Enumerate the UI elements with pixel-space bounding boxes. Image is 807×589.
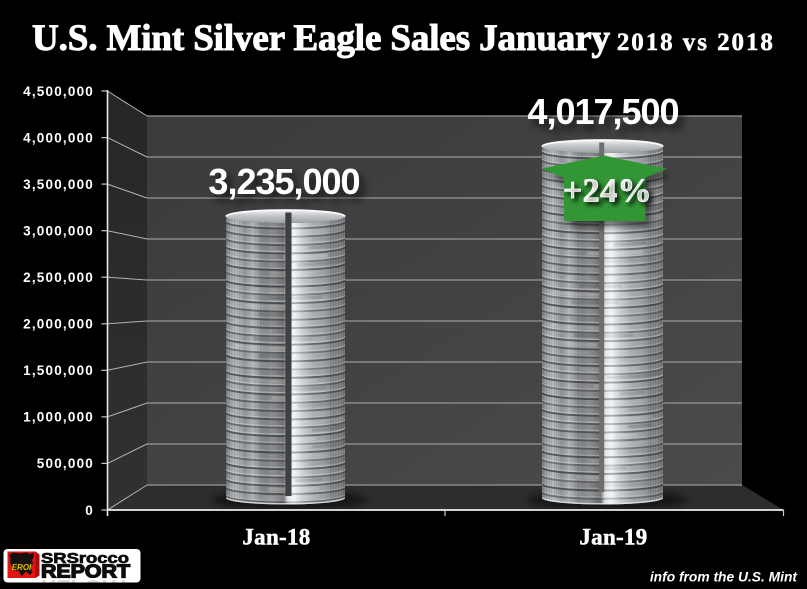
svg-text:info from the U.S. Mint: info from the U.S. Mint (650, 570, 799, 585)
svg-text:1,500,000: 1,500,000 (23, 363, 94, 378)
svg-text:500,000: 500,000 (37, 456, 94, 471)
svg-text:3,500,000: 3,500,000 (23, 177, 94, 192)
svg-text:2,000,000: 2,000,000 (23, 317, 94, 332)
svg-text:4,000,000: 4,000,000 (23, 130, 94, 145)
svg-text:Jan-19: Jan-19 (579, 525, 647, 550)
svg-text:0: 0 (85, 503, 94, 518)
svg-text:4,017,500: 4,017,500 (527, 91, 678, 132)
svg-text:3,235,000: 3,235,000 (208, 161, 359, 202)
svg-text:2,500,000: 2,500,000 (23, 270, 94, 285)
svg-text:3,000,000: 3,000,000 (23, 224, 94, 239)
svg-text:SRSrocco: SRSrocco (41, 551, 129, 567)
svg-text:REPORT: REPORT (41, 576, 131, 589)
svg-text:EROI: EROI (12, 563, 32, 572)
svg-text:U.S. Mint Silver Eagle Sales: U.S. Mint Silver Eagle Sales January 2018… (32, 18, 773, 59)
svg-text:Jan-18: Jan-18 (242, 525, 310, 550)
svg-text:1,000,000: 1,000,000 (23, 410, 94, 425)
svg-text:4,500,000: 4,500,000 (23, 84, 94, 99)
svg-text:REPORT: REPORT (41, 561, 131, 582)
svg-text:+24%: +24% (563, 173, 652, 210)
